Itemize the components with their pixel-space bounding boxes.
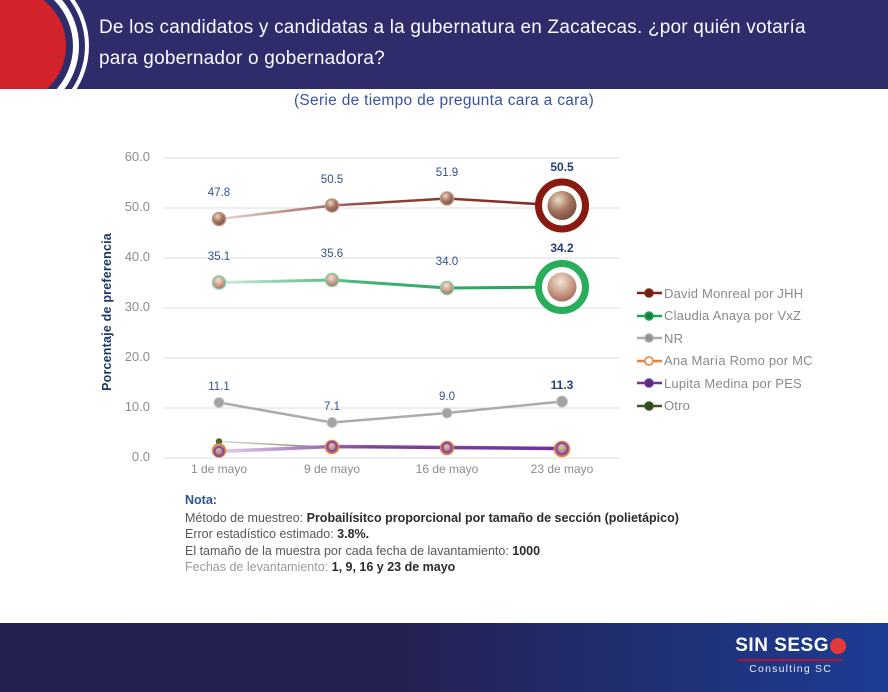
note-line: El tamaño de la muestra por cada fecha d… — [185, 543, 541, 558]
data-point — [211, 275, 227, 290]
legend-label: Claudia Anaya por VxZ — [664, 308, 802, 324]
data-point — [324, 272, 340, 288]
data-label: 35.6 — [320, 248, 344, 260]
legend-marker-icon — [637, 333, 662, 343]
brand-circle-logo — [0, 0, 89, 89]
data-point — [556, 395, 568, 408]
brand-divider — [738, 659, 843, 661]
y-tick-label: 30.0 — [124, 299, 150, 314]
series-line — [217, 197, 564, 221]
data-label: 34.2 — [550, 241, 574, 255]
data-label: 7.1 — [324, 400, 340, 413]
legend-label: Lupita Medina por PES — [664, 375, 802, 391]
data-label: 50.5 — [320, 173, 344, 186]
brand-subtext: Consulting SC — [749, 663, 832, 675]
data-point — [324, 198, 340, 213]
legend-marker-icon — [637, 288, 662, 298]
y-tick-label: 20.0 — [124, 349, 150, 364]
chart-subtitle: (Serie de tiempo de pregunta cara a cara… — [293, 92, 595, 109]
brand-text: SIN SESG — [735, 635, 829, 656]
data-point — [326, 441, 338, 452]
candidate-photo — [547, 191, 577, 220]
note-lines: Método de muestreo: Probailísitco propor… — [185, 510, 785, 576]
page-title: De los candidatos y candidatas a la gube… — [99, 17, 806, 69]
data-label: 34.0 — [435, 256, 459, 268]
legend-label: David Monreal por JHH — [664, 285, 804, 301]
chart-canvas — [163, 157, 620, 459]
note-title: Nota: — [185, 493, 217, 507]
data-point — [326, 417, 338, 428]
data-label: 50.5 — [550, 159, 574, 174]
data-label: 11.3 — [550, 377, 574, 392]
y-tick-label: 60.0 — [124, 149, 150, 164]
series-line — [217, 400, 564, 424]
note-line: Error estadístico estimado: 3.8%. — [185, 527, 370, 541]
data-point — [211, 211, 227, 227]
data-point — [213, 446, 225, 457]
legend-item: Lupita Medina por PES — [636, 372, 813, 395]
x-tick-label: 9 de mayo — [303, 462, 361, 476]
data-label: 9.0 — [439, 391, 455, 403]
note-line: Método de muestreo: Probailísitco propor… — [185, 510, 679, 525]
y-tick-label: 10.0 — [124, 399, 150, 414]
line-chart: Porcentaje de preferencia 0.0 10.0 20.0 30.… — [88, 124, 868, 486]
legend-item: NR — [636, 327, 813, 350]
brand-name: SIN SESG — [735, 635, 846, 657]
legend-item: Claudia Anaya por VxZ — [636, 305, 813, 328]
data-point — [439, 280, 455, 296]
data-point — [213, 397, 225, 408]
data-point — [441, 407, 453, 419]
data-label: 51.9 — [435, 166, 459, 179]
data-label: 47.8 — [207, 187, 231, 199]
brand-o-dot-icon — [830, 638, 846, 654]
series-line — [217, 444, 564, 454]
note-line: Fechas de levantamiento: 1, 9, 16 y 23 d… — [185, 560, 456, 574]
y-tick-label: 0.0 — [131, 449, 150, 464]
legend-label: Otro — [664, 398, 691, 414]
series-line — [217, 278, 564, 290]
legend-label: NR — [664, 330, 684, 346]
y-tick-label: 40.0 — [124, 249, 150, 264]
header-banner: De los candidatos y candidatas a la gube… — [0, 0, 888, 89]
legend-item: David Monreal por JHH — [636, 282, 813, 305]
y-tick-label: 50.0 — [124, 199, 150, 214]
legend-marker-icon — [637, 401, 662, 411]
x-tick-label: 23 de mayo — [530, 462, 594, 476]
data-label: 11.1 — [208, 380, 230, 393]
x-tick-label: 16 de mayo — [415, 462, 479, 476]
data-point — [441, 442, 453, 453]
legend-item: Otro — [636, 395, 813, 418]
sin-sesgo-logo: SIN SESG Consulting SC — [735, 635, 846, 675]
methodology-note: Nota: Método de muestreo: Probailísitco … — [185, 492, 785, 576]
data-point — [555, 442, 569, 455]
footer-bar: SIN SESG Consulting SC — [0, 623, 888, 692]
data-label: 35.1 — [207, 250, 231, 263]
candidate-photo — [547, 272, 577, 302]
data-point — [439, 191, 455, 206]
x-tick-label: 1 de mayo — [190, 462, 248, 476]
legend-marker-icon — [637, 311, 662, 321]
legend-marker-icon — [637, 378, 662, 388]
legend-item: Ana María Romo por MC — [636, 350, 813, 373]
legend-marker-icon — [637, 356, 662, 366]
legend-label: Ana María Romo por MC — [664, 353, 813, 369]
chart-legend: David Monreal por JHH Claudia Anaya por … — [636, 282, 813, 417]
